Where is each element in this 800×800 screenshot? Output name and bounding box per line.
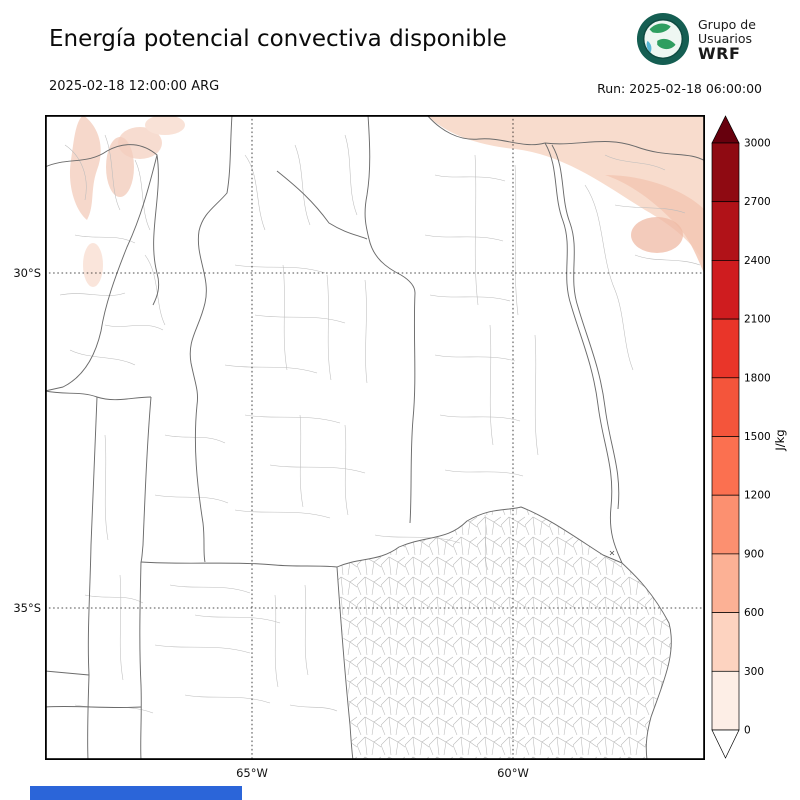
lat-tick-35s: 35°S [13, 601, 41, 615]
buenos-aires-partidos [337, 507, 672, 760]
lon-tick-65w: 65°W [236, 766, 268, 780]
cape-map [45, 115, 705, 760]
colorbar-tick: 300 [744, 666, 764, 678]
colorbar-tick: 1200 [744, 490, 771, 502]
colorbar-tick: 0 [744, 725, 751, 737]
colorbar-tick: 3000 [744, 138, 771, 150]
lon-tick-60w: 60°W [497, 766, 529, 780]
colorbar-tick: 900 [744, 548, 764, 560]
colorbar-tick: 2100 [744, 314, 771, 326]
city-mark [609, 550, 615, 556]
logo-text-line1: Grupo de [698, 16, 756, 32]
cape-shading [69, 115, 705, 287]
colorbar-tick: 2400 [744, 255, 771, 267]
colorbar: 3000 2700 2400 2100 1800 1500 1200 900 6… [710, 113, 800, 765]
colorbar-arrows-and-segments [711, 115, 740, 759]
map-panel [45, 115, 705, 760]
department-borders [59, 134, 701, 714]
colorbar-tick: 600 [744, 607, 764, 619]
graticule [45, 115, 705, 760]
page-title: Energía potencial convectiva disponible [49, 26, 507, 52]
footer-bar [30, 786, 242, 800]
map-frame [45, 115, 705, 760]
colorbar-tick: 1800 [744, 372, 771, 384]
colorbar-ticks: 3000 2700 2400 2100 1800 1500 1200 900 6… [744, 138, 771, 737]
run-time-label: Run: 2025-02-18 06:00:00 [597, 81, 762, 96]
wrf-logo-globe-icon [636, 12, 690, 66]
valid-time-label: 2025-02-18 12:00:00 ARG [49, 79, 220, 94]
logo-text-line2: Usuarios [698, 30, 753, 46]
wrf-logo: Grupo de Usuarios WRF [636, 12, 756, 66]
colorbar-unit-label: J/kg [773, 429, 787, 451]
province-borders [45, 115, 705, 760]
colorbar-tick: 2700 [744, 196, 771, 208]
lat-tick-30s: 30°S [13, 266, 41, 280]
colorbar-tick: 1500 [744, 431, 771, 443]
logo-text-wrf: WRF [698, 43, 741, 63]
